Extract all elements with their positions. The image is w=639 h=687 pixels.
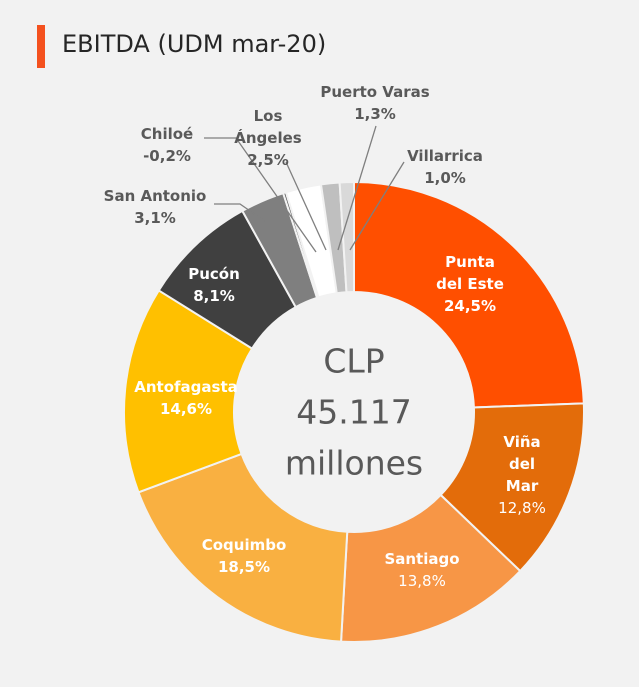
- data-label: Viña del Mar 12,8%: [491, 431, 553, 519]
- data-label: Los Ángeles 2,5%: [218, 105, 318, 171]
- category-label: Puerto Varas: [320, 83, 430, 101]
- data-label: Coquimbo 18,5%: [199, 534, 289, 578]
- center-line: CLP: [323, 341, 385, 381]
- leader-line: [214, 203, 267, 223]
- value-label: 12,8%: [498, 499, 546, 517]
- category-label: Coquimbo: [201, 536, 287, 554]
- leader-line: [337, 125, 377, 251]
- donut-hole: [234, 292, 474, 532]
- chart-title: EBITDA (UDM mar-20): [62, 30, 327, 58]
- category-label: Punta del Este: [436, 253, 504, 293]
- center-text: CLP 45.117 millones: [285, 336, 423, 489]
- data-label: Pucón 8,1%: [184, 263, 244, 307]
- data-label: Antofagasta 14,6%: [131, 376, 241, 420]
- value-label: 3,1%: [134, 209, 176, 227]
- data-label: Puerto Varas 1,3%: [320, 81, 430, 125]
- value-label: 2,5%: [247, 151, 289, 169]
- value-label: 1,3%: [354, 105, 396, 123]
- category-label: Villarrica: [407, 147, 483, 165]
- category-label: Pucón: [188, 265, 240, 283]
- category-label: Santiago: [384, 550, 460, 568]
- data-label: San Antonio 3,1%: [95, 185, 215, 229]
- leader-line: [349, 161, 405, 251]
- data-label: Chiloé -0,2%: [132, 123, 202, 167]
- value-label: 13,8%: [398, 572, 446, 590]
- leader-line: [204, 137, 317, 253]
- title-marker: [37, 25, 45, 68]
- category-label: Los Ángeles: [234, 107, 302, 147]
- category-label: Viña del Mar: [503, 433, 541, 495]
- category-label: Chiloé: [140, 125, 194, 143]
- value-label: 14,6%: [159, 400, 213, 418]
- value-label: 8,1%: [193, 287, 235, 305]
- data-label: Punta del Este 24,5%: [430, 251, 510, 317]
- center-line: millones: [284, 443, 424, 483]
- value-label: 24,5%: [443, 297, 497, 315]
- value-label: -0,2%: [143, 147, 191, 165]
- value-label: 1,0%: [424, 169, 466, 187]
- category-label: San Antonio: [103, 187, 207, 205]
- leader-line: [285, 161, 327, 251]
- center-line: 45.117: [296, 392, 412, 432]
- value-label: 18,5%: [217, 558, 271, 576]
- data-label: Santiago 13,8%: [377, 548, 467, 592]
- category-label: Antofagasta: [134, 378, 238, 396]
- data-label: Villarrica 1,0%: [400, 145, 490, 189]
